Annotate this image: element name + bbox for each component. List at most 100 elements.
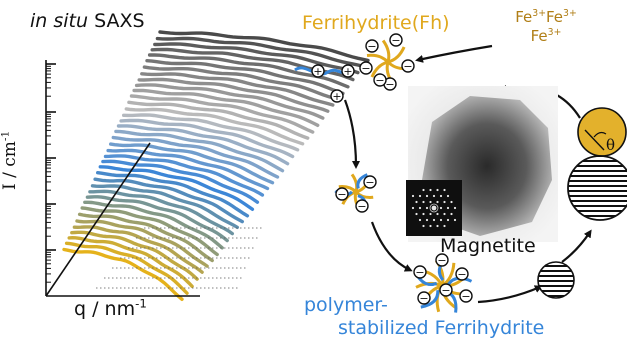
negative-charge-sign: − (441, 284, 450, 297)
saxs-curve (96, 171, 250, 218)
negative-charge-sign: − (403, 60, 412, 73)
negative-charge-icon (459, 289, 473, 303)
arrow-seed-to-sphere (561, 229, 592, 263)
negative-charge-icon (365, 39, 379, 53)
saxs-curve (90, 184, 239, 229)
arrow-to-stabilized-fh (370, 221, 413, 272)
positive-charge-icon (341, 64, 355, 78)
positive-charge-sign: + (313, 65, 322, 78)
saxs-curve (109, 142, 275, 185)
saxs-curve (155, 36, 365, 68)
negative-charge-sign: − (419, 292, 428, 305)
y-axis-label: I / cm-1 (0, 130, 20, 190)
negative-charge-sign: − (457, 268, 466, 281)
polymer-chain: + + + (294, 64, 355, 103)
x-axis-label: q / nm-1 (74, 296, 147, 320)
tem-micrograph (406, 86, 558, 242)
negative-charge-sign: − (367, 40, 376, 53)
saxs-curve (88, 189, 234, 236)
polymer-bound-ferrihydrite-icon: −−− (334, 173, 377, 213)
saxs-curve (158, 30, 370, 63)
saxs-curve (98, 165, 255, 211)
arrow-to-magnetite-seed (477, 285, 543, 304)
saxs-curve (145, 59, 345, 96)
negative-charge-sign: − (385, 78, 394, 91)
negative-charge-icon (435, 253, 449, 267)
fe-ion-2-charge: 3+ (563, 8, 577, 20)
polymer-stabilized-label-line2: stabilized Ferrihydrite (338, 317, 545, 339)
negative-charge-icon (355, 199, 369, 213)
saxs-curve (67, 235, 194, 288)
saxs-curve (140, 72, 335, 107)
magnetite-seed-sphere-icon (537, 261, 575, 299)
negative-charge-icon (359, 61, 373, 75)
negative-charge-sign: − (361, 62, 370, 75)
positive-charge-icon (330, 89, 344, 103)
magnetite-growth-sphere-icon: θ (567, 107, 627, 221)
negative-charge-icon (401, 59, 415, 73)
y-axis-label-main: I / cm (0, 141, 20, 190)
y-axis-ticks (46, 63, 56, 283)
saxs-curve (64, 241, 189, 295)
negative-charge-icon (417, 291, 431, 305)
saxs-title-rest: SAXS (94, 10, 145, 32)
saxs-title-italic: in situ (30, 10, 89, 32)
saxs-curve (137, 77, 330, 113)
saxs-curve (127, 100, 310, 140)
saxs-curve (153, 42, 360, 75)
negative-charge-sign: − (337, 188, 346, 201)
iron-ions-label: Fe3+Fe3+ Fe3+ (486, 8, 606, 46)
saxs-curve (103, 154, 265, 197)
fe-ion-1: Fe (515, 8, 533, 26)
saxs-curve (77, 212, 214, 263)
saxs-curve (124, 107, 305, 146)
saxs-curve (132, 88, 320, 127)
saxs-curve (70, 230, 199, 281)
negative-charge-sign: − (365, 176, 374, 189)
negative-charge-icon (389, 33, 403, 47)
saxs-curve (142, 65, 340, 101)
polymer-stabilized-ferrihydrite-icon: −−−−−− (413, 253, 473, 313)
y-axis-label-exponent: -1 (0, 130, 12, 142)
fe-ion-2: Fe (546, 8, 564, 26)
magnetite-label: Magnetite (440, 235, 536, 257)
diffraction-pattern (411, 188, 457, 228)
negative-charge-icon (335, 187, 349, 201)
arrow-fe-to-fh (415, 44, 493, 63)
positive-charge-icon (311, 64, 325, 78)
negative-charge-icon (413, 265, 427, 279)
negative-charge-icon (363, 175, 377, 189)
dotted-baselines (96, 227, 262, 289)
negative-charge-sign: − (461, 290, 470, 303)
negative-charge-sign: − (437, 254, 446, 267)
negative-charge-icon (373, 73, 387, 87)
saxs-curve (116, 124, 290, 166)
saxs-curve (114, 129, 285, 173)
ferrihydrite-cluster-icon: − −− −−− (359, 33, 415, 91)
arrow-to-polymer-fh (343, 99, 360, 169)
negative-charge-sign: − (391, 34, 400, 47)
fe-ion-3-charge: 3+ (547, 26, 562, 38)
saxs-title: in situ SAXS (30, 12, 145, 31)
negative-charge-icon (455, 267, 469, 281)
x-axis-label-main: q / nm (74, 298, 136, 320)
fe-ion-3: Fe (530, 26, 548, 45)
fe-ion-1-charge: 3+ (532, 8, 546, 20)
saxs-curve (134, 83, 325, 120)
positive-charge-sign: + (332, 90, 341, 103)
saxs-curve (111, 135, 280, 179)
saxs-curve (106, 148, 270, 191)
saxs-curve (119, 118, 295, 159)
x-axis-label-exponent: -1 (135, 296, 147, 311)
contact-angle-symbol: θ (606, 136, 615, 154)
saxs-curve (75, 219, 209, 268)
saxs-curve (129, 94, 315, 134)
saxs-curve (122, 113, 300, 152)
negative-charge-sign: − (357, 200, 366, 213)
saxs-curve (93, 177, 244, 224)
negative-charge-icon (439, 283, 453, 297)
ferrihydrite-label: Ferrihydrite(Fh) (302, 12, 450, 34)
negative-charge-sign: − (415, 266, 424, 279)
